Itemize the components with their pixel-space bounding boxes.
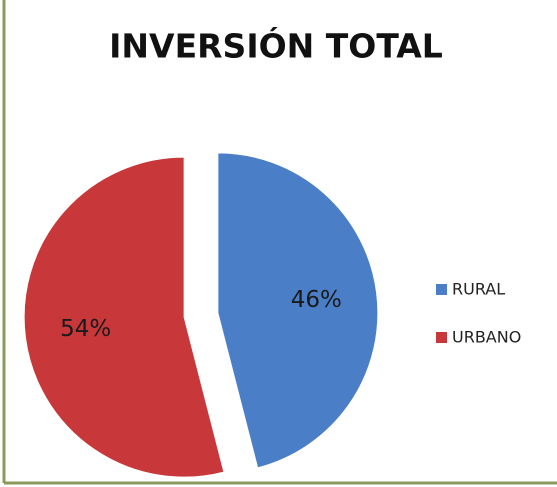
pie-slice (23, 156, 225, 478)
chart-title: INVERSIÓN TOTAL (109, 26, 443, 66)
legend-label: URBANO (452, 328, 521, 347)
pie-slice (217, 152, 379, 469)
legend-label: RURAL (452, 280, 505, 299)
data-label: 54% (60, 316, 111, 342)
legend-swatch (436, 332, 447, 343)
legend-swatch (436, 284, 447, 295)
data-label: 46% (291, 287, 342, 313)
